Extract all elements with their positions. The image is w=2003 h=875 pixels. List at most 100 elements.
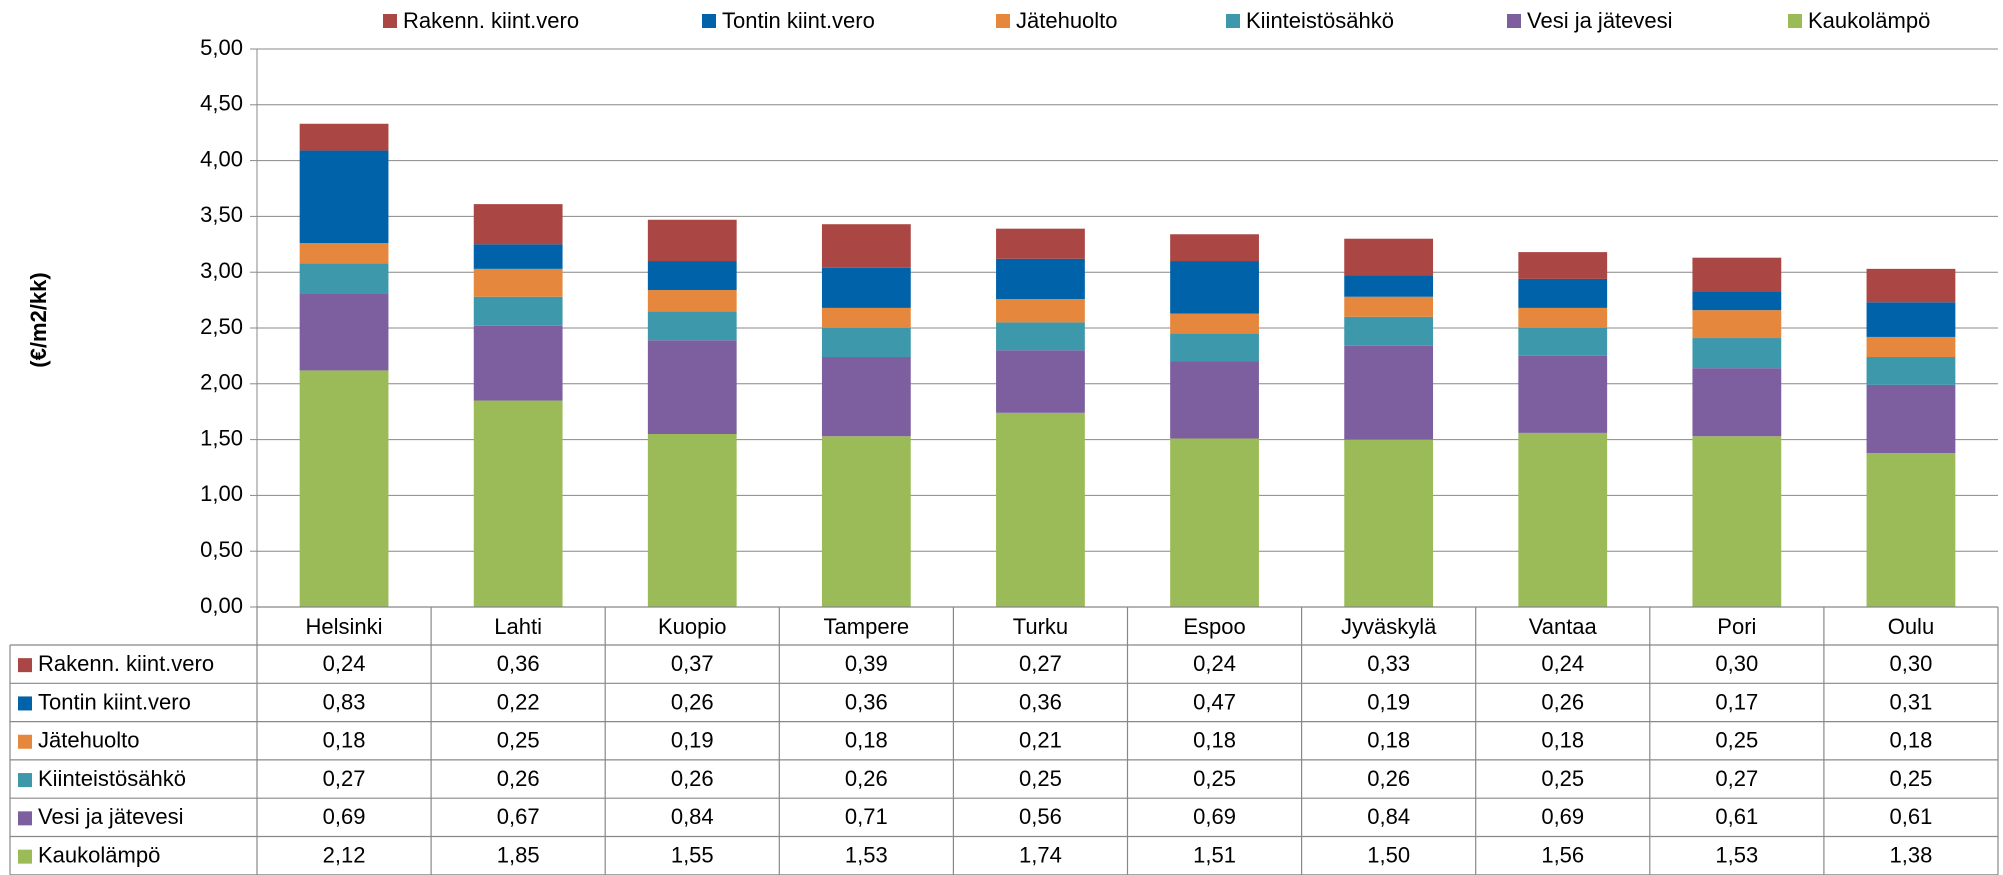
table-row-label: Kiinteistösähkö [38, 766, 186, 791]
bar-segment [299, 263, 389, 294]
table-value: 0,36 [497, 651, 540, 676]
table-value: 0,18 [845, 728, 888, 753]
table-value: 0,30 [1715, 651, 1758, 676]
table-value: 0,26 [1367, 766, 1410, 791]
table-value: 0,26 [497, 766, 540, 791]
x-tick-label: Oulu [1888, 614, 1934, 639]
bar-segment [1866, 357, 1956, 385]
bar-segment [996, 412, 1085, 607]
y-tick-label: 3,50 [200, 202, 243, 227]
x-tick-label: Jyväskylä [1341, 614, 1437, 639]
bar-segment [1692, 368, 1782, 437]
table-row-label: Jätehuolto [38, 728, 140, 753]
bar-segment [647, 311, 737, 341]
table-value: 1,74 [1019, 842, 1062, 867]
bar-segment [473, 204, 563, 245]
bar-segment [821, 267, 911, 308]
bar-segment [996, 322, 1085, 351]
table-value: 0,69 [1541, 804, 1584, 829]
bar-segment [821, 224, 911, 268]
table-row-label: Rakenn. kiint.vero [38, 651, 214, 676]
bar-segment [996, 350, 1085, 413]
table-value: 1,51 [1193, 842, 1236, 867]
bar-segment [1170, 313, 1259, 334]
x-tick-label: Espoo [1183, 614, 1245, 639]
table-swatch [18, 773, 32, 788]
bar-segment [996, 228, 1085, 259]
table-value: 0,18 [1193, 728, 1236, 753]
bar-segment [1692, 257, 1782, 292]
bar-segment [299, 123, 389, 151]
table-value: 2,12 [323, 842, 366, 867]
table-value: 0,69 [323, 804, 366, 829]
bar-segment [473, 244, 563, 269]
table-swatch [18, 734, 32, 749]
table-value: 1,53 [1715, 842, 1758, 867]
table-value: 0,18 [1890, 728, 1933, 753]
bar-segment [647, 434, 737, 607]
table-swatch [18, 811, 32, 826]
table-value: 0,27 [1019, 651, 1062, 676]
bar-segment [821, 357, 911, 437]
legend-swatch [1507, 14, 1521, 28]
table-value: 0,27 [323, 766, 366, 791]
y-tick-label: 1,00 [200, 481, 243, 506]
table-value: 0,24 [1193, 651, 1236, 676]
table-value: 0,47 [1193, 689, 1236, 714]
bar-segment [1866, 268, 1956, 303]
y-tick-label: 4,00 [200, 146, 243, 171]
table-value: 0,26 [671, 689, 714, 714]
bar-segment [473, 268, 563, 297]
table-value: 0,27 [1715, 766, 1758, 791]
bar-segment [1518, 307, 1608, 328]
table-row-label: Tontin kiint.vero [38, 689, 191, 714]
bar-segment [1344, 238, 1434, 276]
table-value: 0,17 [1715, 689, 1758, 714]
legend-label: Kiinteistösähkö [1246, 8, 1394, 33]
bar-segment [1170, 438, 1259, 607]
legend-label: Jätehuolto [1016, 8, 1118, 33]
table-value: 1,53 [845, 842, 888, 867]
table-value: 0,30 [1890, 651, 1933, 676]
legend-swatch [1226, 14, 1240, 28]
bar-segment [821, 436, 911, 607]
x-tick-label: Vantaa [1529, 614, 1598, 639]
table-value: 0,37 [671, 651, 714, 676]
table-value: 0,39 [845, 651, 888, 676]
table-value: 0,21 [1019, 728, 1062, 753]
bar-segment [1518, 278, 1608, 308]
table-value: 1,55 [671, 842, 714, 867]
bar-segment [647, 219, 737, 262]
bar-segment [1344, 275, 1434, 297]
bar-segment [1866, 452, 1956, 607]
bar-segment [647, 261, 737, 291]
table-value: 0,83 [323, 689, 366, 714]
bar-segment [1170, 234, 1259, 262]
table-swatch [18, 849, 32, 864]
table-value: 0,25 [1019, 766, 1062, 791]
y-tick-label: 2,50 [200, 314, 243, 339]
y-tick-label: 4,50 [200, 91, 243, 116]
bar-segment [1866, 302, 1956, 337]
table-value: 0,24 [1541, 651, 1584, 676]
bar-segment [821, 328, 911, 358]
table-value: 0,24 [323, 651, 366, 676]
table-row-label: Kaukolämpö [38, 842, 160, 867]
x-tick-label: Tampere [824, 614, 910, 639]
bar-segment [299, 243, 389, 264]
bar-segment [647, 340, 737, 435]
table-value: 0,33 [1367, 651, 1410, 676]
table-value: 1,38 [1890, 842, 1933, 867]
legend-label: Kaukolämpö [1808, 8, 1930, 33]
bar-segment [1692, 310, 1782, 339]
table-value: 0,56 [1019, 804, 1062, 829]
table-value: 0,25 [1541, 766, 1584, 791]
bar-segment [1344, 345, 1434, 440]
table-value: 0,71 [845, 804, 888, 829]
table-value: 0,61 [1890, 804, 1933, 829]
bar-segment [1518, 355, 1608, 433]
bar-segment [1170, 361, 1259, 439]
table-value: 1,85 [497, 842, 540, 867]
bar-segment [473, 296, 563, 326]
legend-swatch [383, 14, 397, 28]
